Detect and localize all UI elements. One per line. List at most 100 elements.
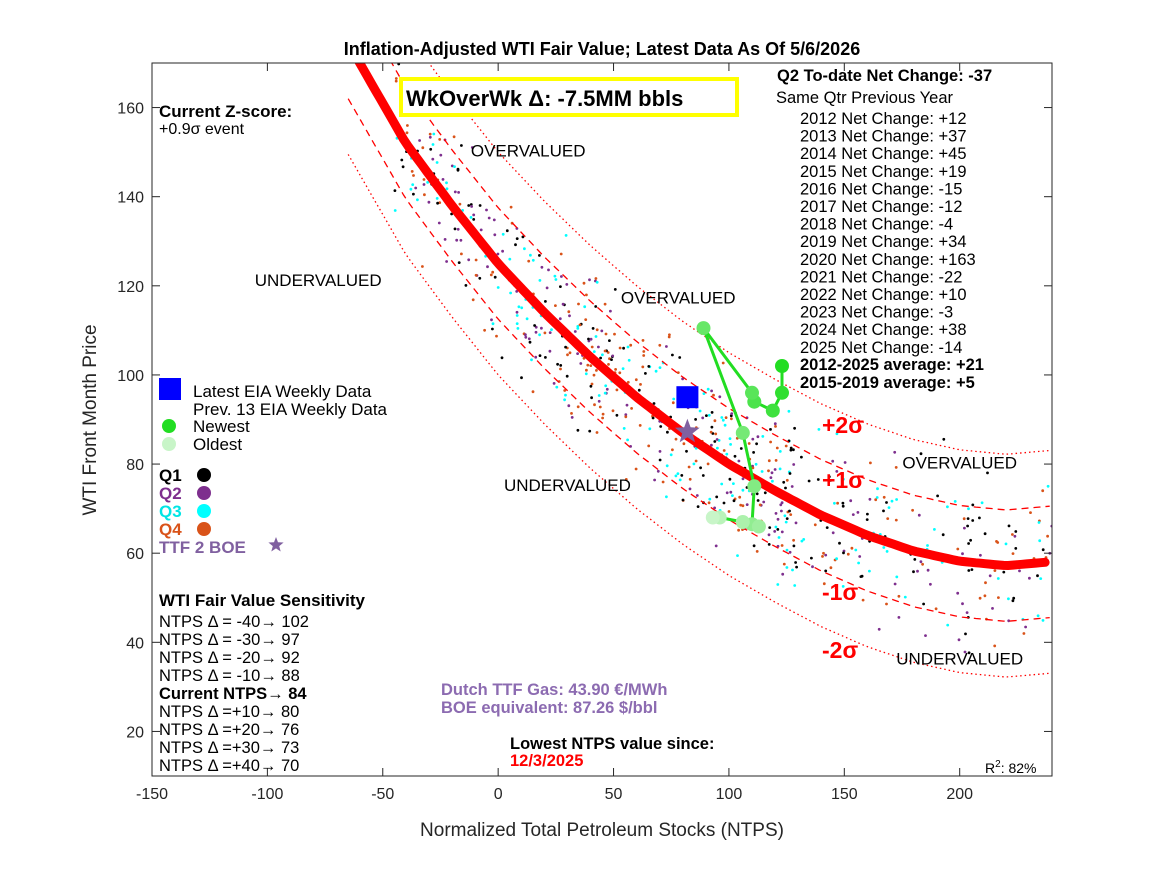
data-point [648,427,652,431]
data-point [515,290,519,293]
data-point [838,541,841,545]
data-point [978,516,981,520]
data-point [961,602,964,606]
data-point [685,449,688,453]
data-point [785,548,789,552]
data-point [730,412,734,415]
data-point [436,201,439,205]
data-point [788,550,792,554]
data-point [1004,542,1008,546]
data-point [587,337,590,341]
data-point [701,474,705,477]
data-point [538,254,541,257]
prev13-point [705,510,720,525]
data-point [478,276,482,280]
data-point [564,393,567,397]
data-point [678,478,682,482]
data-point [591,327,595,330]
data-point [560,275,563,278]
data-point [550,328,553,331]
data-point [452,135,456,139]
data-point [638,424,642,427]
data-point [792,544,796,548]
data-point [720,482,724,486]
data-point [459,238,463,242]
x-axis-label: Normalized Total Petroleum Stocks (NTPS) [420,820,784,841]
data-point [553,274,557,278]
data-point [515,310,519,314]
data-point [469,216,473,219]
sensitivity-row: NTPS Δ =+40→ 70 [159,757,299,775]
data-point [768,526,772,529]
data-point [842,477,845,481]
data-point [926,544,929,547]
r-squared: R2: 82% [985,759,1037,776]
data-point [773,422,777,426]
data-point [559,252,563,256]
data-point [508,257,512,261]
data-point [423,193,426,197]
sigma-bands [347,63,1050,678]
data-point [671,401,675,405]
data-point [1011,533,1014,536]
plot-area [152,63,1052,776]
data-point [701,416,705,420]
ttf-boe-marker [675,418,700,443]
data-point [490,318,493,322]
data-point [919,560,923,564]
data-point [993,644,997,648]
sigma-label: +1σ [822,467,864,493]
data-point [500,356,504,360]
data-point [626,380,630,384]
data-point [453,227,457,231]
data-point [946,505,949,509]
data-point [431,143,435,146]
data-point [751,466,755,470]
data-point [755,550,759,553]
data-point [568,314,571,318]
data-point [540,326,543,330]
data-point [715,438,719,441]
data-point [559,285,562,288]
data-point [412,174,415,177]
data-point [835,432,839,436]
data-point [1046,534,1049,538]
data-point [886,517,890,520]
data-point [538,333,541,337]
data-point [885,550,889,553]
data-point [721,418,725,422]
r-squared-value: : 82% [1001,760,1037,776]
data-point [654,369,658,373]
data-point [694,418,697,421]
data-point [401,165,405,169]
data-point [405,131,409,135]
x-tick-label: 200 [946,786,973,803]
data-point [963,650,967,654]
data-point [1011,552,1015,555]
data-point [893,450,897,454]
data-point [770,471,774,475]
data-point [710,425,714,429]
data-point [659,425,663,428]
data-point [894,466,898,469]
data-point [431,157,435,161]
data-point [698,409,702,413]
data-point [493,233,497,237]
data-point [754,462,758,466]
data-point [807,479,811,483]
data-point [737,459,741,463]
qtr-row: 2014 Net Change: +45 [800,145,967,163]
data-point [520,306,524,310]
data-point [729,490,733,494]
data-point [438,201,442,205]
data-point [667,335,671,339]
data-point [634,378,638,382]
data-point [696,505,700,508]
prev13-point [735,425,750,440]
data-point [810,556,813,560]
data-point [674,474,678,478]
data-point [450,164,454,168]
x-tick-label: 0 [494,786,503,803]
data-point [741,488,745,492]
